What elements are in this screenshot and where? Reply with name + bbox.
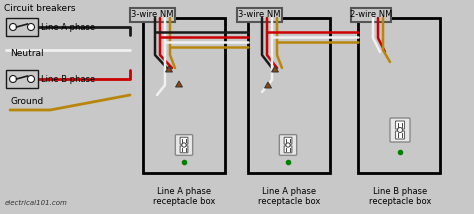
FancyBboxPatch shape bbox=[143, 18, 225, 173]
FancyBboxPatch shape bbox=[358, 18, 440, 173]
Text: 2-wire NM: 2-wire NM bbox=[350, 9, 392, 18]
Circle shape bbox=[286, 143, 290, 147]
Text: Line A phase: Line A phase bbox=[41, 22, 95, 31]
Circle shape bbox=[27, 24, 35, 31]
Text: Line A phase
receptacle box: Line A phase receptacle box bbox=[258, 187, 320, 206]
FancyBboxPatch shape bbox=[351, 8, 391, 22]
Text: Neutral: Neutral bbox=[10, 49, 44, 58]
FancyBboxPatch shape bbox=[175, 135, 192, 155]
FancyBboxPatch shape bbox=[130, 8, 175, 22]
FancyBboxPatch shape bbox=[395, 121, 404, 129]
Text: Ground: Ground bbox=[10, 97, 43, 106]
FancyBboxPatch shape bbox=[284, 137, 292, 144]
FancyBboxPatch shape bbox=[395, 131, 404, 139]
Circle shape bbox=[182, 143, 186, 147]
Text: 3-wire NM: 3-wire NM bbox=[131, 9, 173, 18]
Text: Line A phase
receptacle box: Line A phase receptacle box bbox=[153, 187, 215, 206]
FancyBboxPatch shape bbox=[180, 146, 188, 153]
Bar bbox=[6, 70, 38, 88]
Text: Line B phase
receptacle box: Line B phase receptacle box bbox=[369, 187, 431, 206]
FancyBboxPatch shape bbox=[390, 118, 410, 142]
FancyBboxPatch shape bbox=[237, 8, 282, 22]
Circle shape bbox=[398, 128, 402, 132]
Text: 3-wire NM: 3-wire NM bbox=[238, 9, 280, 18]
FancyBboxPatch shape bbox=[248, 18, 330, 173]
FancyBboxPatch shape bbox=[279, 135, 297, 155]
Circle shape bbox=[9, 76, 17, 83]
Text: Line B phase: Line B phase bbox=[41, 74, 95, 83]
Circle shape bbox=[27, 76, 35, 83]
Bar bbox=[6, 18, 38, 36]
FancyBboxPatch shape bbox=[284, 146, 292, 153]
Circle shape bbox=[9, 24, 17, 31]
FancyBboxPatch shape bbox=[180, 137, 188, 144]
Text: electrical101.com: electrical101.com bbox=[5, 200, 68, 206]
Text: Circuit breakers: Circuit breakers bbox=[4, 4, 75, 13]
